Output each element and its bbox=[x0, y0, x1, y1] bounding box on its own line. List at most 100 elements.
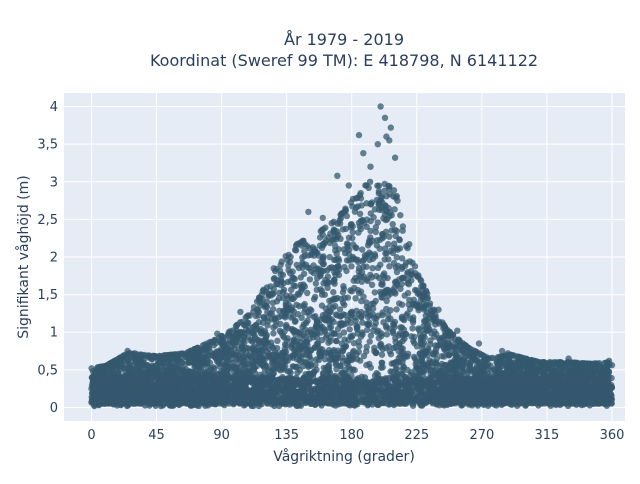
data-point bbox=[295, 291, 301, 297]
data-point bbox=[429, 359, 435, 365]
data-point bbox=[292, 283, 298, 289]
data-point bbox=[222, 361, 228, 367]
data-point bbox=[593, 366, 599, 372]
data-point bbox=[244, 322, 250, 328]
data-point bbox=[300, 238, 306, 244]
data-point bbox=[360, 264, 366, 270]
data-point bbox=[254, 298, 260, 304]
data-point bbox=[346, 251, 352, 257]
data-point bbox=[340, 209, 346, 215]
data-point bbox=[391, 206, 397, 212]
data-point bbox=[373, 273, 379, 279]
data-point bbox=[402, 263, 408, 269]
data-point bbox=[410, 314, 416, 320]
data-point bbox=[367, 228, 373, 234]
data-point bbox=[297, 367, 303, 373]
data-point bbox=[269, 366, 275, 372]
data-point bbox=[568, 367, 574, 373]
data-point bbox=[415, 290, 421, 296]
data-point bbox=[446, 352, 452, 358]
data-point bbox=[358, 314, 364, 320]
data-point bbox=[415, 325, 421, 331]
data-point bbox=[307, 276, 313, 282]
data-point bbox=[559, 365, 565, 371]
data-point bbox=[345, 337, 351, 343]
data-point bbox=[349, 332, 355, 338]
data-point bbox=[253, 322, 259, 328]
data-point bbox=[281, 287, 287, 293]
data-point bbox=[389, 227, 395, 233]
data-point bbox=[286, 368, 292, 374]
data-point bbox=[384, 331, 390, 337]
data-point bbox=[514, 363, 520, 369]
data-point bbox=[406, 297, 412, 303]
data-point bbox=[293, 338, 299, 344]
data-point bbox=[447, 359, 453, 365]
data-point bbox=[337, 217, 343, 223]
data-point bbox=[273, 281, 279, 287]
data-point bbox=[348, 222, 354, 228]
data-point bbox=[270, 306, 276, 312]
data-point bbox=[397, 212, 403, 218]
data-point bbox=[360, 258, 366, 264]
data-point bbox=[352, 244, 358, 250]
data-point bbox=[395, 348, 401, 354]
data-point bbox=[293, 247, 299, 253]
data-point bbox=[279, 258, 285, 264]
data-point bbox=[347, 366, 353, 372]
data-point bbox=[300, 281, 306, 287]
data-point bbox=[377, 237, 383, 243]
data-point bbox=[420, 351, 426, 357]
data-point bbox=[327, 303, 333, 309]
data-point bbox=[345, 294, 351, 300]
data-point bbox=[386, 263, 392, 269]
data-point bbox=[383, 193, 389, 199]
data-point bbox=[296, 357, 302, 363]
data-point bbox=[406, 281, 412, 287]
data-point bbox=[330, 319, 336, 325]
data-point bbox=[255, 312, 261, 318]
data-point bbox=[319, 292, 325, 298]
data-point bbox=[336, 332, 342, 338]
data-point bbox=[322, 277, 328, 283]
data-point bbox=[341, 286, 347, 292]
data-point bbox=[331, 281, 337, 287]
data-point bbox=[303, 360, 309, 366]
data-point bbox=[333, 338, 339, 344]
data-point bbox=[333, 257, 339, 263]
data-point bbox=[367, 338, 373, 344]
data-point bbox=[323, 317, 329, 323]
data-point bbox=[274, 338, 280, 344]
data-point bbox=[303, 352, 309, 358]
data-point bbox=[359, 202, 365, 208]
data-point bbox=[224, 367, 230, 373]
data-point bbox=[365, 322, 371, 328]
data-point bbox=[368, 332, 374, 338]
data-point bbox=[409, 325, 415, 331]
data-point bbox=[340, 300, 346, 306]
data-point bbox=[347, 326, 353, 332]
data-point bbox=[330, 236, 336, 242]
data-point bbox=[433, 331, 439, 337]
data-point bbox=[364, 344, 370, 350]
data-point bbox=[313, 329, 319, 335]
data-point bbox=[210, 339, 216, 345]
data-point bbox=[393, 306, 399, 312]
data-point bbox=[335, 263, 341, 269]
data-point bbox=[382, 289, 388, 295]
data-point bbox=[283, 253, 289, 259]
data-point bbox=[294, 262, 300, 268]
data-point bbox=[360, 294, 366, 300]
data-point bbox=[373, 298, 379, 304]
data-point bbox=[251, 365, 257, 371]
data-point bbox=[311, 296, 317, 302]
data-point bbox=[407, 258, 413, 264]
data-point bbox=[336, 321, 342, 327]
data-point bbox=[329, 264, 335, 270]
data-point bbox=[323, 311, 329, 317]
data-point bbox=[300, 332, 306, 338]
data-point bbox=[313, 280, 319, 286]
data-point bbox=[379, 199, 385, 205]
data-point bbox=[391, 187, 397, 193]
